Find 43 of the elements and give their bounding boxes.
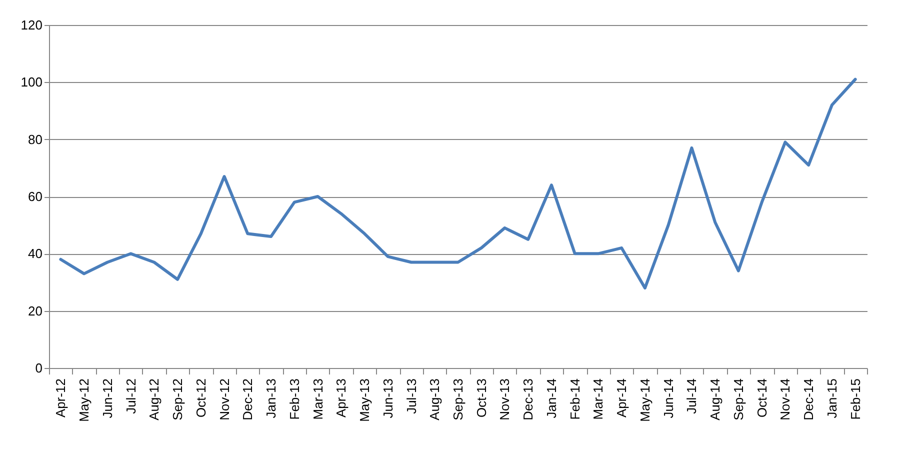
x-tick-label: Sep-13 [450,378,466,420]
x-tick-label: Apr-13 [334,378,349,418]
x-tick-label: Apr-12 [53,378,68,418]
x-tick-label: Jan-15 [824,378,840,418]
x-tick-label: Jun-13 [380,378,396,418]
y-tick-label: 100 [20,74,42,90]
x-tick-label: May-14 [637,378,652,422]
x-tick-label: Feb-15 [848,378,863,420]
x-tick-label: Feb-13 [286,378,302,420]
x-tick-label: Nov-12 [216,378,232,420]
x-tick-label: May-13 [357,378,372,422]
y-tick-label: 40 [28,246,42,262]
y-tick-label: 80 [28,132,42,147]
y-tick-label: 120 [20,18,42,32]
y-tick-label: 20 [28,303,42,318]
x-tick-label: Jan-13 [264,378,279,418]
x-tick-label: Oct-12 [193,378,208,418]
y-tick-label: 60 [28,189,42,204]
x-tick-label: Nov-14 [778,378,793,420]
x-tick-label: Sep-14 [730,378,746,420]
x-tick-label: Oct-13 [474,378,489,418]
x-tick-label: Jan-14 [544,378,559,418]
x-tick-label: Jun-12 [100,378,115,418]
line-series [59,78,857,290]
x-tick-label: Dec-13 [520,378,536,420]
x-tick-label: Jul-13 [404,378,419,414]
x-tick-label: May-12 [76,378,92,422]
x-tick-label: Apr-14 [614,378,630,418]
x-tick-label: Nov-13 [497,378,512,420]
x-tick-label: Aug-14 [708,378,723,420]
x-tick-label: Mar-13 [310,378,326,420]
x-tick-label: Sep-12 [170,378,186,420]
x-tick-label: Jun-14 [660,378,676,418]
x-tick-label: Mar-14 [590,378,606,420]
x-tick-label: Oct-14 [754,378,770,418]
x-tick-label: Dec-12 [240,378,256,420]
x-tick-label: Jul-14 [684,378,700,414]
y-tick-label: 0 [35,360,42,376]
x-tick-label: Dec-14 [801,378,816,420]
x-tick-label: Feb-14 [567,378,582,420]
x-tick-label: Aug-12 [146,378,162,420]
x-tick-label: Jul-12 [123,378,138,414]
x-tick-label: Aug-13 [427,378,442,420]
